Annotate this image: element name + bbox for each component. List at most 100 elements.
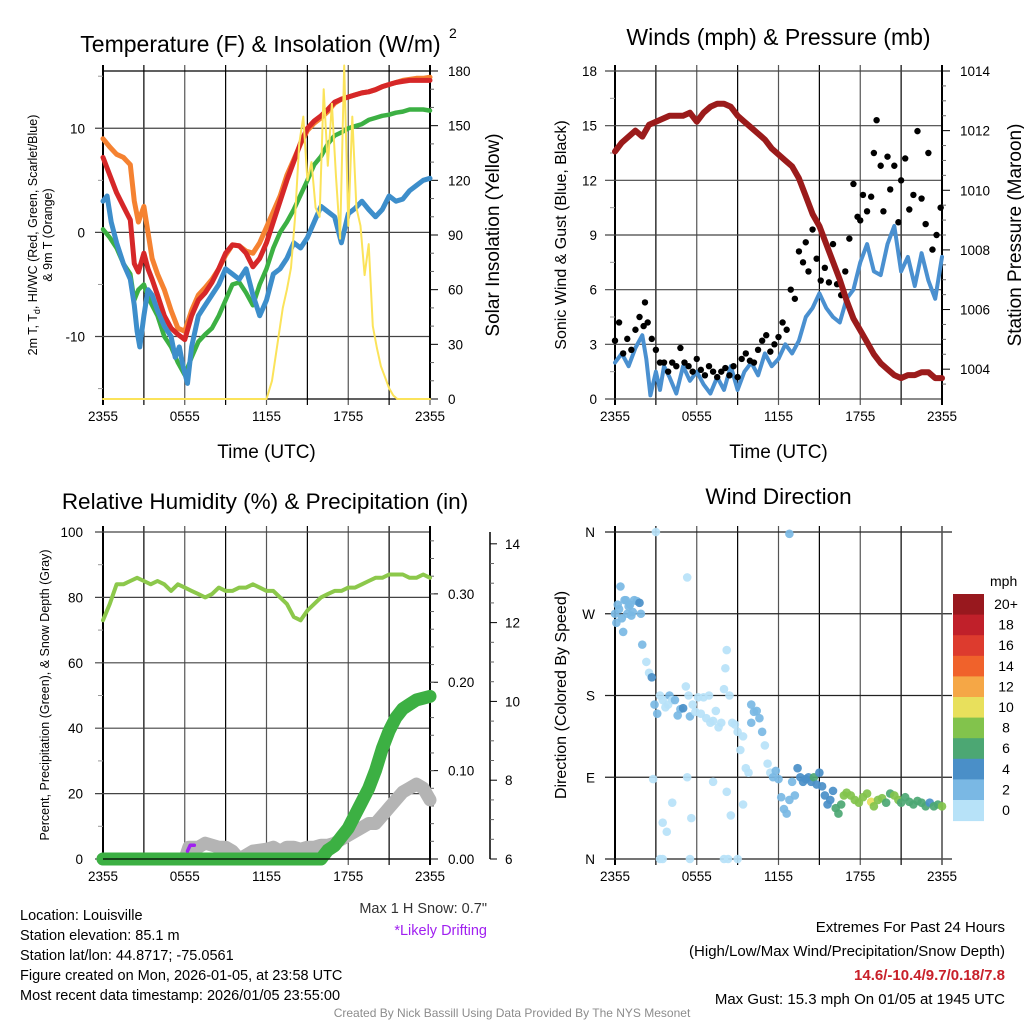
x-tick-label: 1155 [252, 869, 281, 884]
chart-title: Relative Humidity (%) & Precipitation (i… [62, 489, 468, 514]
direction-point [815, 768, 824, 778]
gust-point [859, 191, 867, 199]
colorbar-swatch [953, 594, 984, 616]
gust-point [628, 346, 635, 353]
direction-point [881, 798, 891, 807]
gust-point [718, 368, 725, 375]
gust-point [846, 235, 853, 242]
gust-point [897, 177, 905, 184]
y2-tick-label: 1008 [960, 243, 990, 258]
gust-point [891, 162, 898, 169]
gust-point [677, 344, 684, 352]
y-tick-label: 0 [75, 852, 83, 867]
y-tick-label: 12 [582, 173, 597, 188]
direction-point [782, 809, 791, 818]
direction-point [614, 604, 624, 614]
gust-point [738, 355, 745, 363]
series-solar-insolation [102, 64, 431, 400]
title-superscript: 2 [449, 25, 457, 41]
colorbar-label: 18 [998, 617, 1014, 633]
gust-point [842, 268, 849, 275]
gust-point [799, 259, 807, 266]
gust-point [929, 246, 936, 253]
colorbar-label: 2 [1002, 781, 1010, 797]
direction-point [685, 854, 695, 864]
gust-point [918, 195, 925, 202]
gust-point [817, 277, 824, 284]
y-tick-label: 20 [68, 787, 83, 802]
direction-point [658, 854, 667, 864]
direction-point [651, 527, 661, 537]
colorbar-swatch [953, 758, 984, 780]
direction-point [869, 802, 879, 811]
direction-point [834, 809, 843, 818]
gust-point [779, 319, 786, 326]
direction-points [610, 527, 947, 864]
direction-point [746, 718, 756, 728]
gust-point [880, 208, 887, 215]
direction-point [738, 800, 748, 809]
x-tick-label: 0555 [170, 869, 200, 884]
series-sonic-wind [613, 223, 944, 398]
y-tick-label: -10 [65, 330, 85, 345]
gust-point [640, 322, 647, 330]
gust-point [701, 372, 709, 379]
x-tick-label: 1155 [252, 409, 281, 424]
gust-point [681, 359, 688, 366]
y3-tick-label: 14 [505, 537, 521, 552]
gust-point [813, 255, 820, 262]
gust-point [693, 355, 700, 363]
y3-tick-label: 8 [505, 773, 513, 788]
colorbar-label: 12 [998, 678, 1014, 694]
x-tick-label: 2355 [927, 869, 957, 884]
series-2m-t [100, 77, 433, 343]
gust-point [713, 373, 721, 381]
y2-tick-label: 30 [448, 337, 463, 352]
colorbar-label: 14 [998, 658, 1014, 674]
direction-point [725, 691, 734, 700]
y-tick-label: E [586, 770, 595, 785]
gust-point [660, 359, 668, 366]
direction-point [636, 609, 646, 619]
gust-point [850, 180, 857, 188]
created-text: Figure created on Mon, 2026-01-05, at 23… [20, 968, 343, 984]
gust-point [857, 217, 864, 224]
colorbar-swatch [953, 697, 984, 719]
direction-point [635, 598, 644, 608]
x-tick-label: 2355 [415, 869, 445, 884]
winds-chart: Winds (mph) & Pressure (mb) 2355 0555 1155 1… [553, 24, 1024, 463]
gust-point [664, 368, 672, 375]
y2-tick-label: 1006 [960, 303, 990, 318]
direction-point [628, 607, 638, 617]
colorbar-swatch [953, 676, 984, 698]
gust-point [709, 368, 717, 375]
direction-point [937, 802, 947, 811]
gust-point [758, 337, 766, 344]
direction-point [667, 798, 677, 807]
gust-point [809, 226, 816, 233]
y2-tick-label: 0.10 [448, 764, 474, 779]
colorbar-label: 6 [1002, 740, 1010, 756]
direction-point [711, 706, 721, 716]
colorbar-title: mph [990, 573, 1017, 589]
chart-title: Wind Direction [705, 484, 851, 509]
y-axis-label: 2m T, Td, HI/WC (Red, Green, Scarlet/Blu… [26, 115, 42, 356]
direction-point [684, 691, 693, 700]
x-tick-label: 2355 [600, 869, 630, 884]
gust-point [689, 368, 696, 375]
gust-point [829, 240, 837, 248]
direction-point [836, 800, 846, 809]
direction-point [722, 787, 732, 797]
y3-tick-label: 12 [505, 616, 520, 631]
location-text: Location: Louisville [20, 908, 143, 924]
direction-point [771, 766, 781, 776]
y3-tick-label: 6 [505, 852, 513, 867]
direction-point [723, 854, 733, 864]
gust-point [771, 341, 778, 348]
y-axis-label-line2: & 9m T (Orange) [41, 188, 55, 281]
direction-point [719, 684, 729, 694]
y-tick-label: 40 [68, 721, 83, 736]
gust-point [902, 155, 909, 162]
colorbar-swatch [953, 655, 984, 677]
